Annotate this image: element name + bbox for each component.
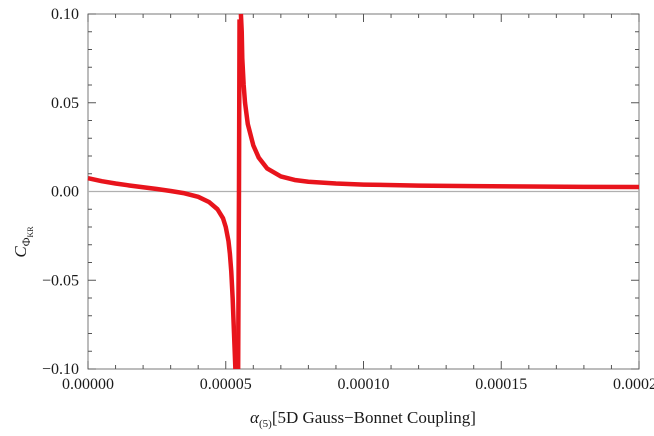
x-axis-title: α(5)[5D Gauss−Bonnet Coupling] xyxy=(250,408,476,430)
tick-labels-layer: 0.00000 0.00005 0.00010 0.00015 0.00020 −0.10… xyxy=(42,6,654,393)
x-tick-label: 0.00010 xyxy=(338,376,390,393)
x-tick-label: 0.00000 xyxy=(62,376,114,393)
x-tick-label: 0.00015 xyxy=(475,376,527,393)
x-tick-label: 0.00005 xyxy=(200,376,252,393)
x-tick-label: 0.00020 xyxy=(613,376,654,393)
series-line-segment xyxy=(238,13,640,190)
y-tick-label: 0.00 xyxy=(51,184,79,201)
y-tick-label: −0.05 xyxy=(42,272,79,289)
series-line-segment xyxy=(235,19,242,370)
y-tick-label: 0.05 xyxy=(51,95,79,112)
series-layer xyxy=(87,13,640,370)
y-tick-label: −0.10 xyxy=(42,361,79,378)
series-line-segment xyxy=(87,175,238,370)
y-axis-title: CΦKR xyxy=(11,226,35,258)
ticks-layer xyxy=(87,13,640,370)
y-tick-label: 0.10 xyxy=(51,6,79,23)
